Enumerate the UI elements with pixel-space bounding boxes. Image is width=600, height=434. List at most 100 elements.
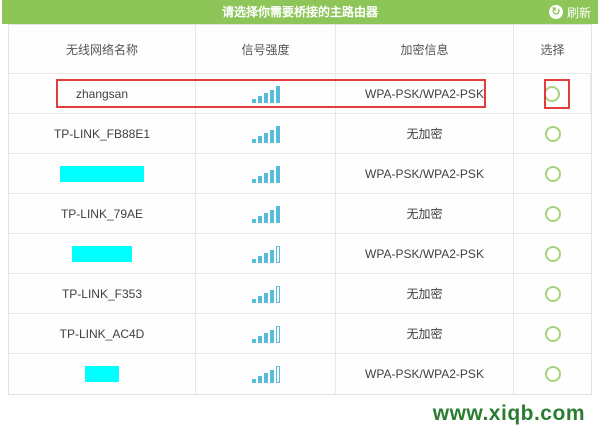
refresh-button[interactable]: ↻ 刷新 — [548, 0, 591, 24]
signal-bar — [263, 172, 268, 183]
refresh-label: 刷新 — [566, 5, 591, 20]
signal-bar — [251, 218, 256, 223]
signal-bar — [251, 298, 256, 303]
select-cell — [514, 194, 591, 233]
signal-bar — [275, 85, 280, 103]
table-row: TP-LINK_79AE 无加密 — [9, 194, 591, 234]
encryption-cell: WPA-PSK/WPA2-PSK — [336, 74, 514, 113]
ssid-label: TP-LINK_FB88E1 — [53, 126, 151, 141]
signal-bar — [257, 295, 262, 303]
signal-cell — [196, 74, 336, 113]
encryption-label: WPA-PSK/WPA2-PSK — [365, 86, 484, 101]
signal-bar — [275, 285, 280, 303]
encryption-label: WPA-PSK/WPA2-PSK — [365, 367, 484, 381]
column-header-1: 信号强度 — [196, 25, 336, 73]
signal-bar — [251, 338, 256, 343]
select-radio[interactable] — [544, 165, 561, 182]
signal-bar — [263, 332, 268, 343]
title-bar: 请选择你需要桥接的主路由器 ↻ 刷新 — [2, 0, 598, 24]
column-header-2: 加密信息 — [336, 25, 514, 73]
signal-bar — [257, 255, 262, 263]
select-cell — [514, 154, 591, 193]
ssid-label: TP-LINK_F353 — [61, 286, 143, 301]
signal-bar — [269, 169, 274, 183]
signal-bar — [257, 376, 262, 383]
signal-bar — [263, 132, 268, 143]
signal-bar — [275, 245, 280, 263]
table-header-row: 无线网络名称 信号强度 加密信息 选择 — [9, 25, 591, 74]
signal-bar — [257, 335, 262, 343]
select-radio[interactable] — [544, 85, 560, 102]
signal-bar — [269, 89, 274, 103]
signal-bar — [257, 135, 262, 143]
select-radio[interactable] — [544, 366, 561, 382]
ssid-cell: zhangsan — [9, 74, 196, 113]
signal-bar — [257, 215, 262, 223]
signal-bar — [269, 289, 274, 303]
encryption-cell: 无加密 — [336, 114, 514, 153]
signal-strength-icon — [251, 245, 280, 263]
signal-strength-icon — [251, 85, 280, 103]
signal-bar — [275, 325, 280, 343]
signal-bar — [269, 249, 274, 263]
ssid-cell — [9, 154, 196, 193]
signal-cell — [196, 314, 336, 353]
wireless-network-table: 无线网络名称 信号强度 加密信息 选择 zhangsan WPA-PSK/WPA2-PS… — [8, 24, 592, 395]
signal-strength-icon — [251, 365, 280, 383]
signal-bar — [251, 379, 256, 383]
signal-bar — [269, 329, 274, 343]
table-row: TP-LINK_F353 无加密 — [9, 274, 591, 314]
signal-bar — [257, 175, 262, 183]
table-row: WPA-PSK/WPA2-PSK — [9, 234, 591, 274]
refresh-icon: ↻ — [548, 5, 563, 19]
signal-bar — [257, 95, 262, 103]
encryption-cell: 无加密 — [336, 274, 514, 313]
table-row: zhangsan WPA-PSK/WPA2-PSK — [9, 74, 591, 114]
select-radio[interactable] — [544, 285, 561, 302]
column-header-3: 选择 — [540, 42, 565, 57]
signal-bar — [263, 252, 268, 263]
signal-strength-icon — [251, 285, 280, 303]
table-body: zhangsan WPA-PSK/WPA2-PSK TP-LINK_FB88E1 无加… — [9, 74, 591, 394]
ssid-label: TP-LINK_79AE — [60, 206, 144, 221]
signal-cell — [196, 354, 336, 394]
signal-strength-icon — [251, 325, 280, 343]
signal-cell — [196, 234, 336, 273]
select-cell — [514, 354, 591, 394]
encryption-cell: WPA-PSK/WPA2-PSK — [336, 354, 514, 394]
signal-bar — [263, 373, 268, 383]
encryption-label: 无加密 — [406, 287, 443, 301]
select-cell — [514, 314, 591, 353]
table-row: WPA-PSK/WPA2-PSK — [9, 154, 591, 194]
signal-bar — [263, 212, 268, 223]
encryption-label: 无加密 — [406, 327, 443, 341]
watermark: www.xiqb.com — [432, 402, 585, 425]
censored-ssid-block — [60, 165, 144, 182]
ssid-cell: TP-LINK_AC4D — [9, 314, 196, 353]
signal-bar — [269, 129, 274, 143]
signal-cell — [196, 154, 336, 193]
select-radio[interactable] — [544, 125, 561, 142]
signal-bar — [263, 292, 268, 303]
signal-bar — [251, 138, 256, 143]
page-title: 请选择你需要桥接的主路由器 — [221, 5, 378, 19]
select-radio[interactable] — [544, 325, 561, 342]
signal-strength-icon — [251, 125, 280, 143]
ssid-label: TP-LINK_AC4D — [59, 326, 145, 341]
signal-bar — [263, 92, 268, 103]
select-radio[interactable] — [544, 245, 561, 262]
signal-strength-icon — [251, 165, 280, 183]
ssid-cell: TP-LINK_79AE — [9, 194, 196, 233]
encryption-cell: 无加密 — [336, 194, 514, 233]
signal-bar — [251, 178, 256, 183]
ssid-cell — [9, 234, 196, 273]
encryption-label: WPA-PSK/WPA2-PSK — [365, 166, 484, 181]
column-header-0: 无线网络名称 — [9, 25, 196, 73]
ssid-cell — [9, 354, 196, 394]
encryption-cell: WPA-PSK/WPA2-PSK — [336, 154, 514, 193]
censored-ssid-block — [72, 245, 132, 262]
select-cell — [514, 274, 591, 313]
select-radio[interactable] — [544, 205, 561, 222]
ssid-label: zhangsan — [75, 86, 129, 101]
